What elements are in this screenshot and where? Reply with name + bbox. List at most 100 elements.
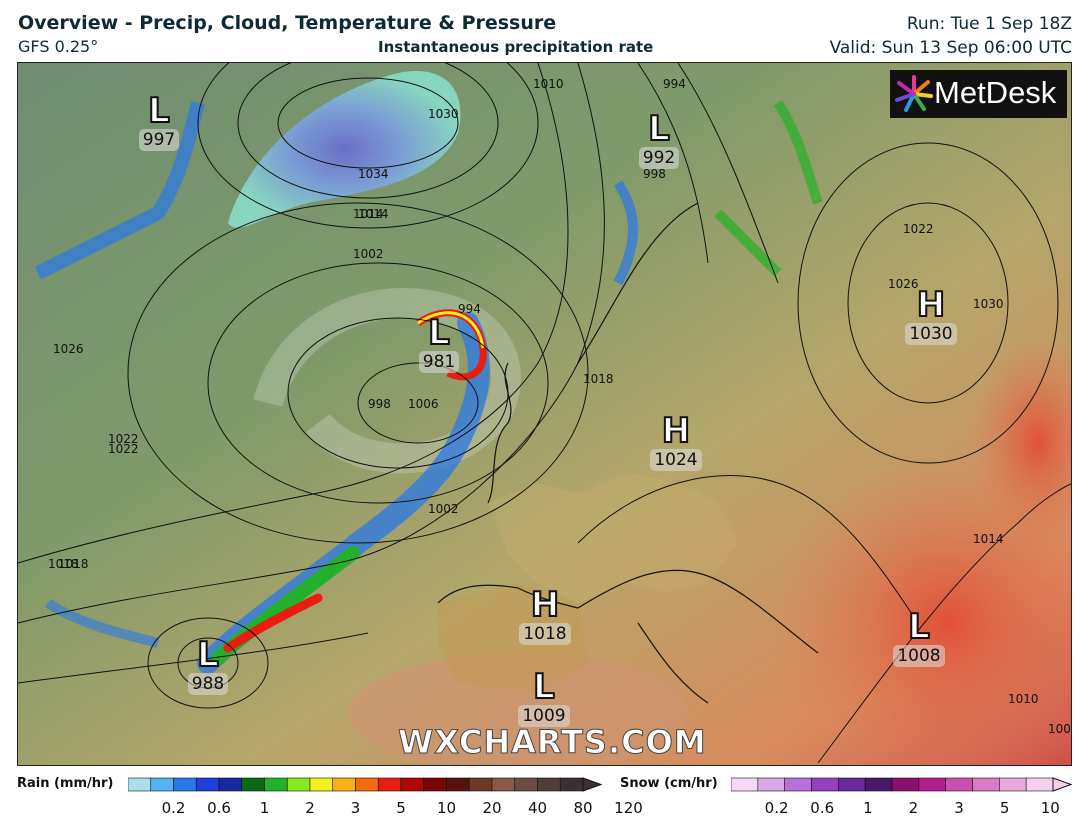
isobar-label: 1018 [583, 372, 614, 386]
rain-swatch [491, 777, 516, 792]
isobar-label: 998 [643, 167, 666, 181]
snow-swatch [1025, 777, 1054, 792]
coastlines [437, 202, 819, 704]
isobar-label: 994 [663, 77, 686, 91]
isobar-label: 1014 [973, 532, 1004, 546]
snow-tick: 10 [1040, 799, 1060, 817]
rain-swatch [309, 777, 334, 792]
rain-band-heavy [223, 593, 323, 653]
snow-swatch [757, 777, 785, 792]
system-letter: L [647, 109, 671, 149]
snow-swatch [999, 777, 1027, 792]
system-pressure: 992 [638, 147, 680, 169]
system-pressure: 1018 [519, 623, 571, 645]
model-label: GFS 0.25° [18, 37, 99, 56]
rain-swatch [218, 777, 243, 792]
snow-tick: 1 [863, 799, 873, 817]
isobar-label: 1006 [408, 397, 439, 411]
snow-tick: 0.2 [764, 799, 789, 817]
isobar-label: 1002 [353, 247, 384, 261]
system-pressure: 981 [418, 351, 460, 373]
isobar-label: 1026 [888, 277, 919, 291]
isobar-label: 1010 [1008, 692, 1039, 706]
rain-swatch [537, 777, 561, 792]
system-pressure: 1008 [893, 645, 945, 667]
weather-map: 1014 1018 1022 1026 1034 1030 1010 994 998 1002 10… [17, 62, 1072, 766]
isobar-label: 1022 [108, 432, 139, 446]
cloud-swirl [253, 288, 521, 474]
snow-swatch [811, 777, 839, 792]
rain-tick: 80 [573, 799, 593, 817]
run-time: Run: Tue 1 Sep 18Z [906, 14, 1072, 34]
rain-swatch [286, 777, 311, 792]
isobar-label: 1018 [58, 557, 89, 571]
rain-legend-title: Rain (mm/hr) [17, 776, 114, 791]
snow-swatch [945, 777, 973, 792]
rain-swatch [241, 777, 265, 792]
snow-swatch [731, 777, 759, 792]
snow-swatch [838, 777, 866, 792]
rain-swatch [514, 777, 538, 792]
rain-arrow [582, 777, 603, 792]
iberia-region [438, 583, 588, 693]
isobar-label: 1018 [48, 557, 79, 571]
valid-time: Valid: Sun 13 Sep 06:00 UTC [829, 38, 1072, 58]
system-letter: L [532, 667, 556, 707]
snow-swatch [784, 777, 812, 792]
isobar-label: 1030 [428, 107, 459, 121]
pressure-system: L 997 [129, 91, 189, 151]
isobars [18, 63, 1071, 764]
rain-swatch [559, 777, 584, 792]
snow-tick: 0.6 [810, 799, 835, 817]
snow-tick: 3 [954, 799, 964, 817]
rain-colorbar [128, 777, 603, 792]
snow-swatch [972, 777, 1000, 792]
rain-swatch [128, 777, 152, 792]
chart-title: Overview - Precip, Cloud, Temperature & … [18, 12, 557, 34]
rain-swatch [195, 777, 220, 792]
pressure-system: H 1018 [515, 586, 575, 645]
isobar-label: 1006 [1048, 722, 1072, 736]
rain-band-atlantic [45, 598, 160, 648]
rain-tick: 3 [350, 799, 361, 817]
metdesk-burst-icon [895, 75, 933, 112]
isobar-label: 1014 [358, 207, 389, 221]
pressure-system: L 988 [178, 636, 238, 695]
rain-swatch [446, 777, 470, 792]
isobar-label: 998 [368, 397, 391, 411]
rain-swatch [468, 777, 493, 792]
isobar-label: 1022 [903, 222, 934, 236]
rain-swatch [150, 777, 174, 792]
north-africa-region [348, 653, 688, 765]
snow-arrow [1052, 777, 1073, 792]
isobar-label: 1034 [358, 167, 389, 181]
snow-swatch [864, 777, 893, 792]
system-pressure: 1024 [650, 449, 702, 471]
chart-subtitle: Instantaneous precipitation rate [378, 38, 654, 56]
rain-band-west [34, 101, 205, 280]
snow-swatch [891, 777, 920, 792]
pressure-system: H 1030 [901, 285, 961, 345]
map-canvas: 1014 1018 1022 1026 1034 1030 1010 994 998 1002 10… [18, 63, 1072, 765]
system-letter: L [147, 91, 171, 131]
warm-region-east [968, 333, 1071, 553]
system-letter: H [916, 285, 946, 325]
system-pressure: 1009 [518, 705, 570, 727]
rain-swatch [264, 777, 288, 792]
watermark: WXCHARTS.COM [398, 723, 707, 762]
pressure-system: L 1008 [889, 608, 949, 667]
pressure-system: L 981 [409, 314, 469, 373]
rain-swatch [355, 777, 379, 792]
metdesk-logo: MetDesk [890, 70, 1067, 118]
rain-tick: 120 [614, 799, 643, 817]
logo-text: MetDesk [934, 75, 1057, 110]
snow-legend-title: Snow (cm/hr) [620, 776, 718, 791]
rain-tick: 40 [527, 799, 548, 817]
isobar-label: 1026 [53, 342, 84, 356]
rain-swatch [173, 777, 197, 792]
rain-swatch [332, 777, 356, 792]
rain-tick: 1 [259, 799, 270, 817]
warm-region-southeast [768, 453, 1071, 765]
isobar-label: 1022 [108, 442, 139, 456]
pressure-system: H 1024 [646, 412, 706, 471]
